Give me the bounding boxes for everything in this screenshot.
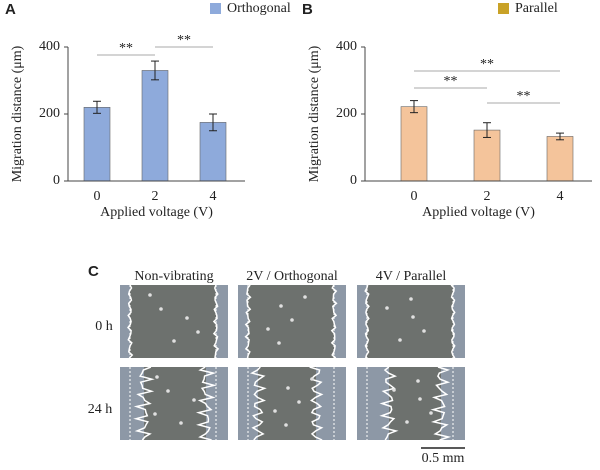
x-tick-label: 2 <box>484 189 491 204</box>
wound-edge <box>195 366 217 441</box>
x-axis-title: Applied voltage (V) <box>422 205 535 220</box>
cell-layer <box>120 367 144 440</box>
cell <box>153 412 157 416</box>
cell <box>148 293 152 297</box>
bar <box>473 129 501 182</box>
cell-layer <box>453 285 465 358</box>
cell <box>279 304 283 308</box>
bar <box>546 136 574 182</box>
panel-label: A <box>5 1 16 18</box>
cell <box>277 341 281 345</box>
wound-edge <box>250 366 267 441</box>
cell <box>185 316 189 320</box>
x-tick-label: 0 <box>94 189 101 204</box>
wound-edge <box>430 366 452 441</box>
cell <box>273 409 277 413</box>
bar <box>141 70 169 182</box>
panel-label: B <box>302 1 313 18</box>
cell <box>290 318 294 322</box>
significance-label: ** <box>119 41 133 56</box>
wound-edge <box>133 366 155 441</box>
error-bar <box>410 100 418 114</box>
y-tick-label: 0 <box>350 173 357 188</box>
cell <box>303 295 307 299</box>
legend-swatch <box>498 3 509 14</box>
cell <box>159 307 163 311</box>
cell <box>297 400 301 404</box>
x-tick-label: 4 <box>210 189 217 204</box>
significance-label: ** <box>480 57 494 72</box>
x-axis-title: Applied voltage (V) <box>100 205 213 220</box>
error-bar <box>556 132 564 141</box>
legend-label: Parallel <box>515 1 558 16</box>
cell <box>392 388 396 392</box>
wound-edge <box>212 284 220 359</box>
scale-bar-label: 0.5 mm <box>422 451 465 466</box>
cell-layer <box>216 285 228 358</box>
row-label: 24 h <box>88 402 113 417</box>
significance-label: ** <box>444 74 458 89</box>
significance-label: ** <box>517 89 531 104</box>
wound-edge <box>379 366 399 441</box>
panel-label: C <box>88 263 99 280</box>
cell <box>310 377 314 381</box>
y-tick-label: 200 <box>336 106 357 121</box>
x-tick-label: 4 <box>557 189 564 204</box>
cell <box>411 315 415 319</box>
y-tick-label: 200 <box>39 106 60 121</box>
cell <box>266 327 270 331</box>
cell-layer <box>357 285 367 358</box>
significance-label: ** <box>177 33 191 48</box>
micrograph <box>120 285 228 358</box>
cell-layer <box>238 285 248 358</box>
cell <box>155 375 159 379</box>
cell <box>398 338 402 342</box>
cell <box>405 420 409 424</box>
cell <box>409 297 413 301</box>
cell <box>166 389 170 393</box>
cell <box>416 379 420 383</box>
cell <box>422 329 426 333</box>
cell <box>286 386 290 390</box>
bar <box>400 106 428 182</box>
y-tick-label: 0 <box>53 173 60 188</box>
column-label: Non-vibrating <box>134 269 213 284</box>
error-bar <box>483 122 491 138</box>
legend-swatch <box>210 3 221 14</box>
cell <box>284 423 288 427</box>
cell <box>429 411 433 415</box>
cell-layer <box>120 285 130 358</box>
cell <box>385 306 389 310</box>
row-label: 0 h <box>95 319 113 334</box>
y-axis-title: Migration distance (μm) <box>10 45 25 182</box>
cell <box>196 330 200 334</box>
cell <box>192 398 196 402</box>
error-bar <box>151 60 159 81</box>
column-label: 4V / Parallel <box>376 269 447 284</box>
x-tick-label: 2 <box>152 189 159 204</box>
micrograph <box>357 285 465 358</box>
column-label: 2V / Orthogonal <box>246 269 338 284</box>
error-bar <box>93 100 101 114</box>
legend-label: Orthogonal <box>227 1 291 16</box>
error-bar <box>209 113 217 132</box>
y-tick-label: 400 <box>336 39 357 54</box>
cell <box>418 397 422 401</box>
x-tick-label: 0 <box>411 189 418 204</box>
cell <box>179 421 183 425</box>
y-tick-label: 400 <box>39 39 60 54</box>
y-axis-title: Migration distance (μm) <box>307 45 322 182</box>
cell-layer <box>334 285 346 358</box>
cell <box>172 339 176 343</box>
bar <box>83 107 111 182</box>
